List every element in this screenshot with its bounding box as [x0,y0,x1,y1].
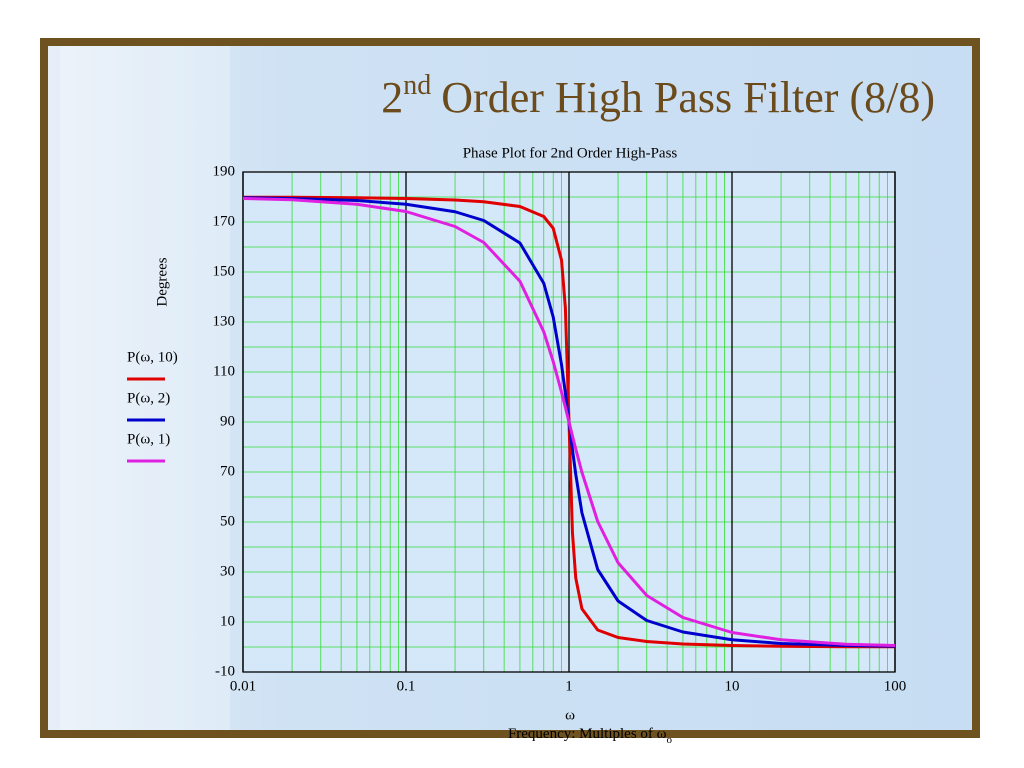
y-tick-label: 170 [213,213,236,229]
x-axis-label-sub: o [667,734,673,746]
x-axis-label: Frequency: Multiples of ωo [508,726,673,745]
y-tick-label: 150 [213,263,236,279]
y-tick-label: 50 [220,513,235,529]
y-tick-label: 30 [220,563,235,579]
legend-label: P(ω, 2) [127,390,170,406]
slide-title: 2nd Order High Pass Filter (8/8) [381,70,935,122]
title-sup: nd [403,70,431,101]
y-tick-label: -10 [215,663,235,679]
y-tick-label: 70 [220,463,235,479]
title-base: 2 [381,73,403,122]
x-tick-label: 100 [884,678,907,694]
x-tick-label: 0.01 [230,678,256,694]
chart-title: Phase Plot for 2nd Order High-Pass [463,145,678,161]
x-tick-label: 10 [725,678,740,694]
title-rest: Order High Pass Filter (8/8) [441,73,935,122]
y-tick-label: 110 [213,363,235,379]
x-tick-label: 1 [565,678,573,694]
series-line [242,197,896,647]
y-tick-label: 90 [220,413,235,429]
y-tick-label: 10 [220,613,235,629]
column-decoration [60,46,230,730]
legend-label: P(ω, 1) [127,431,170,447]
legend-label: P(ω, 10) [127,349,178,365]
y-axis-label: Degrees [154,257,170,306]
y-tick-label: 130 [213,313,236,329]
y-tick-label: 190 [213,163,236,179]
x-tick-label: 0.1 [397,678,416,694]
x-axis-label-text: Frequency: Multiples of ω [508,726,667,742]
x-axis-symbol: ω [565,707,575,723]
plot-border [242,171,896,673]
